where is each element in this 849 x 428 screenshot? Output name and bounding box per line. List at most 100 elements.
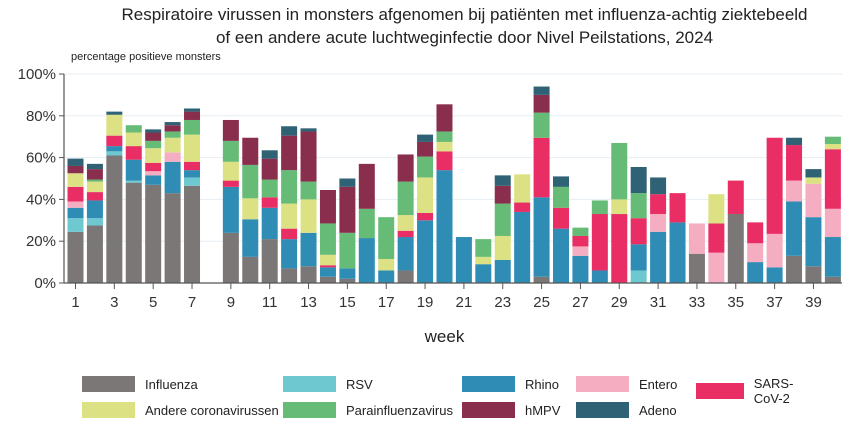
bar-segment-andere-coronavirussen	[125, 132, 142, 147]
bar-segment-adeno	[281, 126, 298, 136]
y-tick-label: 60%	[26, 150, 56, 167]
bar-week-2	[86, 163, 103, 283]
legend-swatch	[462, 376, 515, 392]
bar-segment-influenza	[184, 185, 201, 283]
bar-week-11	[261, 150, 278, 283]
bar-segment-parainfluenzavirus	[436, 131, 453, 142]
x-tick-label: 11	[262, 294, 278, 311]
bar-segment-adeno	[145, 129, 162, 133]
legend-swatch	[696, 383, 744, 399]
bar-segment-rhino	[650, 231, 667, 283]
bar-segment-rhino	[766, 267, 783, 283]
bar-segment-rhino	[553, 228, 569, 283]
x-tick-label: 35	[727, 294, 744, 311]
bar-segment-influenza	[339, 278, 356, 283]
legend-item-parainfluenzavirus: Parainfluenzavirus	[283, 402, 453, 418]
bar-week-23	[494, 175, 511, 283]
bar-week-14	[319, 189, 336, 283]
bar-segment-rhino	[164, 161, 181, 194]
legend-label: hMPV	[525, 402, 561, 418]
bar-segment-andere-coronavirussen	[319, 254, 336, 266]
bar-segment-rhino	[145, 175, 162, 185]
legend-item-sars-cov-2: SARS-CoV-2	[696, 376, 822, 406]
legend-swatch	[576, 402, 629, 418]
bar-segment-andere-coronavirussen	[475, 256, 492, 265]
bar-segment-andere-coronavirussen	[106, 114, 123, 136]
legend-swatch	[283, 376, 336, 392]
bar-segment-sars-cov-2	[708, 223, 725, 253]
y-tick-label: 40%	[26, 191, 56, 208]
bar-week-36	[747, 222, 764, 283]
bar-segment-influenza	[688, 253, 705, 283]
bar-week-35	[727, 180, 744, 283]
bar-week-10	[242, 137, 259, 283]
bar-week-38	[786, 137, 803, 283]
legend-swatch	[576, 376, 629, 392]
bar-segment-hmpv	[164, 125, 181, 132]
bar-segment-andere-coronavirussen	[242, 198, 259, 220]
x-tick-label: 25	[533, 294, 550, 311]
bar-segment-parainfluenzavirus	[86, 179, 103, 182]
legend-swatch	[82, 376, 135, 392]
bar-segment-influenza	[727, 214, 744, 283]
x-tick-label: 31	[650, 294, 667, 311]
bar-segment-entero	[688, 223, 705, 254]
bar-segment-sars-cov-2	[553, 207, 569, 229]
bar-segment-parainfluenzavirus	[591, 200, 608, 215]
bar-segment-adeno	[339, 178, 356, 187]
bar-week-32	[669, 193, 686, 283]
bar-segment-sars-cov-2	[630, 218, 647, 245]
bar-week-31	[650, 177, 667, 283]
y-tick-label: 80%	[26, 108, 56, 125]
bar-segment-entero	[747, 243, 764, 263]
bar-segment-sars-cov-2	[650, 194, 667, 215]
bar-segment-hmpv	[242, 137, 259, 165]
chart-subtitle: of een andere acute luchtweginfectie doo…	[215, 28, 714, 47]
x-tick-label: 29	[611, 294, 628, 311]
legend-swatch	[283, 402, 336, 418]
bar-segment-entero	[67, 201, 84, 208]
bar-segment-parainfluenzavirus	[164, 131, 181, 138]
legend-label: Rhino	[525, 376, 559, 392]
bar-segment-rhino	[67, 207, 84, 219]
bar-segment-rhino	[281, 239, 298, 269]
bar-segment-rhino	[455, 237, 472, 283]
bar-segment-entero	[708, 252, 725, 283]
legend-label: RSV	[346, 376, 373, 392]
bar-segment-hmpv	[417, 141, 434, 157]
bar-segment-sars-cov-2	[436, 151, 453, 171]
bar-segment-sars-cov-2	[184, 161, 201, 171]
bar-week-3	[106, 111, 123, 283]
bar-segment-rhino	[261, 207, 278, 240]
bar-segment-adeno	[786, 137, 803, 146]
bar-segment-influenza	[67, 231, 84, 283]
y-tick-label: 20%	[26, 233, 56, 250]
bar-segment-rhino	[339, 268, 356, 279]
bar-segment-entero	[824, 208, 841, 238]
bar-segment-sars-cov-2	[145, 162, 162, 172]
bar-segment-andere-coronavirussen	[805, 177, 822, 184]
bar-segment-entero	[766, 233, 783, 268]
bar-segment-andere-coronavirussen	[281, 203, 298, 229]
bar-week-13	[300, 128, 317, 283]
bar-week-30	[630, 167, 647, 283]
bar-segment-sars-cov-2	[572, 235, 589, 247]
x-axis-label: week	[424, 327, 465, 346]
bar-week-17	[378, 217, 395, 283]
bar-segment-influenza	[261, 239, 278, 283]
bar-segment-influenza	[242, 256, 259, 283]
bar-segment-rhino	[106, 146, 123, 152]
bar-segment-sars-cov-2	[669, 193, 686, 223]
bar-segment-parainfluenzavirus	[184, 119, 201, 135]
chart-title: Respiratoire virussen in monsters afgeno…	[121, 5, 808, 24]
bar-week-18	[397, 154, 414, 283]
bar-segment-rhino	[475, 264, 492, 283]
bar-segment-sars-cov-2	[397, 230, 414, 238]
legend-swatch	[462, 402, 515, 418]
legend-item-andere-coronavirussen: Andere coronavirussen	[82, 402, 279, 418]
bar-segment-adeno	[261, 150, 278, 159]
bar-segment-rhino	[805, 217, 822, 267]
bar-segment-hmpv	[86, 169, 103, 180]
bar-segment-parainfluenzavirus	[300, 181, 317, 200]
bar-segment-influenza	[824, 276, 841, 283]
